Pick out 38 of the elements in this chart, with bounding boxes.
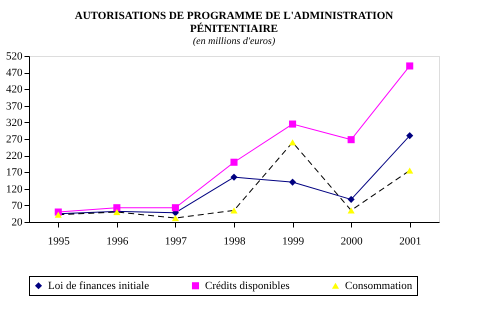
- y-tick-label: 20: [12, 216, 23, 228]
- x-tick-label: 1997: [164, 236, 188, 248]
- y-tick-label: 220: [6, 150, 23, 162]
- point: [406, 62, 414, 70]
- point: [289, 139, 296, 146]
- point: [406, 132, 414, 140]
- x-tick-label: 1999: [282, 236, 305, 248]
- point: [348, 196, 355, 203]
- y-tick-label: 170: [6, 166, 23, 179]
- x-tick-label: 1995: [48, 236, 70, 248]
- x-tick-label: 1996: [106, 236, 129, 248]
- legend-label: Loi de finances initiale: [48, 280, 150, 292]
- point: [172, 204, 179, 212]
- point: [348, 207, 355, 214]
- x-tick-label: 1998: [224, 236, 246, 248]
- y-tick-label: 420: [6, 84, 23, 96]
- x-tick-label: 2000: [340, 236, 364, 248]
- y-tick-label: 70: [12, 200, 23, 212]
- y-tick-label: 270: [6, 134, 23, 146]
- chart-title: AUTORISATIONS DE PROGRAMME DE L'ADMINISTRATION PÉNITENTIAIRE: [74, 10, 394, 35]
- point: [348, 136, 355, 144]
- point: [230, 207, 238, 214]
- point: [172, 214, 179, 222]
- point: [230, 174, 238, 181]
- x-tick-label: 2001: [399, 236, 422, 248]
- y-tick-label: 520: [6, 50, 23, 62]
- point: [113, 204, 120, 212]
- point: [289, 120, 296, 128]
- y-tick-label: 320: [6, 116, 23, 129]
- y-tick-label: 120: [6, 183, 23, 196]
- y-tick-label: 370: [6, 100, 23, 112]
- legend-label: Consommation: [345, 280, 413, 292]
- point: [230, 158, 238, 166]
- chart-subtitle: (en millions d'euros): [192, 36, 276, 47]
- point: [289, 178, 296, 186]
- y-tick-label: 470: [6, 67, 23, 80]
- point: [406, 167, 414, 174]
- legend-label: Crédits disponibles: [205, 280, 290, 292]
